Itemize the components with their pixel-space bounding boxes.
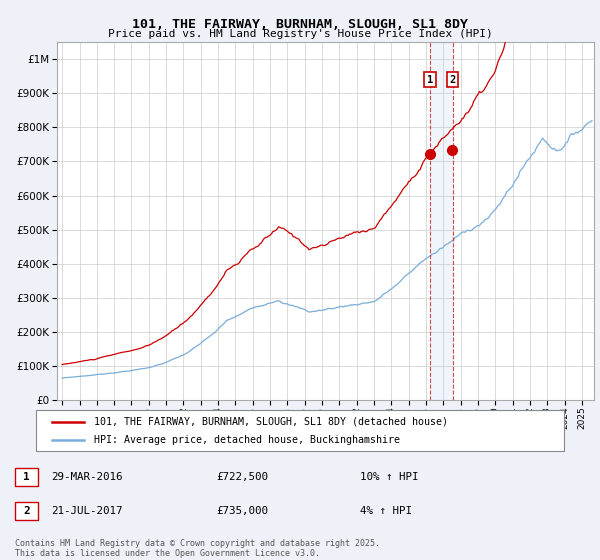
- Text: £722,500: £722,500: [216, 472, 268, 482]
- Text: 101, THE FAIRWAY, BURNHAM, SLOUGH, SL1 8DY: 101, THE FAIRWAY, BURNHAM, SLOUGH, SL1 8…: [132, 18, 468, 31]
- Bar: [430, 42, 452, 400]
- Text: Contains HM Land Registry data © Crown copyright and database right 2025.
This d: Contains HM Land Registry data © Crown c…: [15, 539, 380, 558]
- Text: 101, THE FAIRWAY, BURNHAM, SLOUGH, SL1 8DY (detached house): 101, THE FAIRWAY, BURNHAM, SLOUGH, SL1 8…: [94, 417, 448, 427]
- Text: 1: 1: [427, 74, 433, 85]
- Text: HPI: Average price, detached house, Buckinghamshire: HPI: Average price, detached house, Buck…: [94, 435, 400, 445]
- Text: 21-JUL-2017: 21-JUL-2017: [51, 506, 122, 516]
- Text: 29-MAR-2016: 29-MAR-2016: [51, 472, 122, 482]
- FancyBboxPatch shape: [36, 410, 564, 451]
- Text: Price paid vs. HM Land Registry's House Price Index (HPI): Price paid vs. HM Land Registry's House …: [107, 29, 493, 39]
- Text: 2: 2: [23, 506, 30, 516]
- Text: 2: 2: [449, 74, 456, 85]
- Text: 10% ↑ HPI: 10% ↑ HPI: [360, 472, 419, 482]
- Text: 4% ↑ HPI: 4% ↑ HPI: [360, 506, 412, 516]
- Text: £735,000: £735,000: [216, 506, 268, 516]
- Text: 1: 1: [23, 472, 30, 482]
